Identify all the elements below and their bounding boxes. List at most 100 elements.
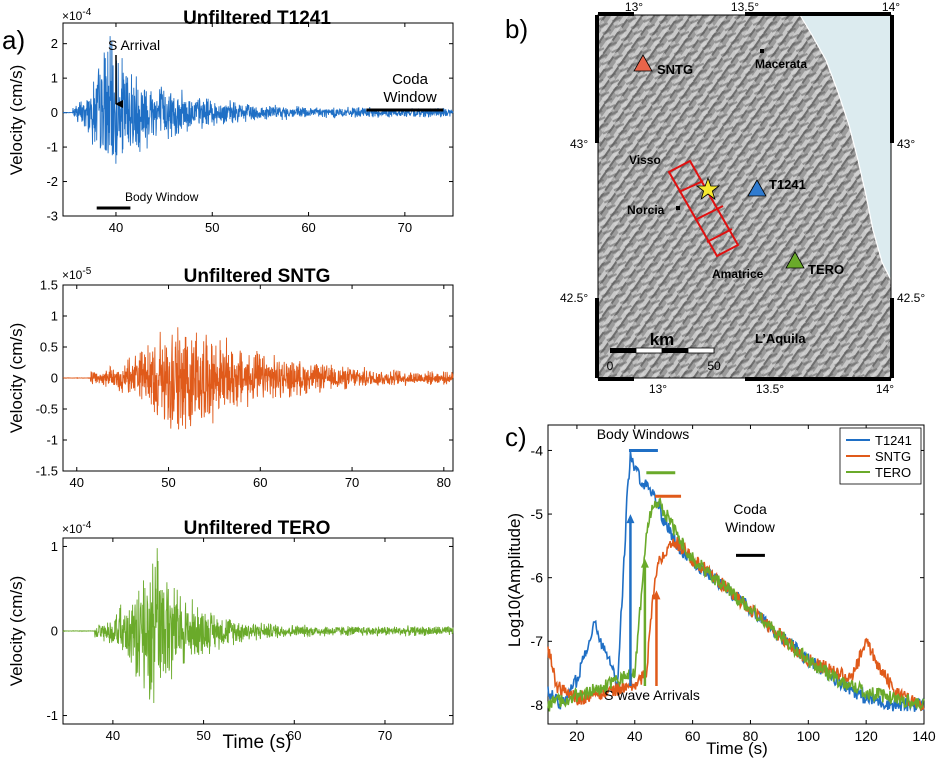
lon-label-14-bottom: 14° [876,382,894,396]
x-tick-label: 140 [912,728,936,744]
x-tick-label: 20 [569,728,585,744]
x-tick-label: 120 [854,728,878,744]
lat-label-425-right: 42.5° [897,291,925,305]
s-arrival-label: S Arrival [108,37,160,53]
x-tick-label: 80 [437,475,451,490]
legend-label-tero: TERO [875,465,911,480]
x-tick-label: 60 [301,220,315,235]
envelope-tero [547,497,925,712]
map-border-right-1 [890,15,894,143]
station-tero-label: TERO [808,262,844,277]
lat-label-43-right: 43° [897,137,915,151]
y-tick-label: 0 [51,624,58,639]
y-tick-label: 0 [51,371,58,386]
map-border-top-1 [598,12,634,16]
scale-bar: km 0 50 [607,330,721,373]
annotation-body-window: Body Window [96,190,199,210]
map-border-right-2 [890,298,894,378]
map-frame [597,14,892,379]
y-tick-label: -0.5 [36,402,58,417]
lat-label-425-left: 42.5° [560,291,588,305]
station-sntg-icon [633,54,653,72]
y-axis-label: Velocity (cm/s) [7,576,26,687]
legend-label-t1241: T1241 [875,433,912,448]
fault-polygon [667,159,740,258]
exponent-power: -4 [82,7,91,18]
y-ticks: -8 -7 -6 -5 -4 [531,442,924,713]
map-coastline [799,14,892,281]
x-tick-label: 60 [287,728,301,743]
coda-label-2: Window [725,519,776,535]
station-sntg-label: SNTG [657,62,693,77]
x-tick-label: 70 [345,475,359,490]
legend-label-sntg: SNTG [875,449,911,464]
scale-seg-3 [662,348,688,353]
x-tick-label: 40 [627,728,643,744]
exponent-label: ×10-5 [62,266,92,282]
plot-frame [547,424,925,725]
x-tick-label: 40 [109,220,123,235]
x-ticks: 40 50 60 70 80 [70,285,451,490]
map-border-bottom-1 [598,377,634,381]
lon-label-135-top: 13.5° [731,0,759,14]
lat-label-43-left: 43° [570,137,588,151]
town-norcia-label: Norcia [627,203,665,217]
x-tick-label: 50 [161,475,175,490]
town-macerata-marker [760,49,764,53]
y-tick-label: -3 [46,209,58,224]
waveform-tero [62,548,454,704]
epicenter-star [695,176,721,201]
exponent-label: ×10-4 [62,520,92,536]
chart-title: Unfiltered TERO [184,518,331,539]
scale-end: 50 [707,359,721,373]
y-tick-label: -5 [531,506,544,522]
y-tick-label: 1 [51,309,58,324]
y-axis-label: Velocity (cm/s) [7,65,26,176]
y-tick-label: 0.5 [40,340,58,355]
town-laquila-label: L’Aquila [755,331,806,346]
x-axis-label: Time (s) [706,739,768,758]
x-tick-label: 40 [106,728,120,743]
y-axis-label: Velocity (cm/s) [7,323,26,434]
station-t1241-icon [747,179,767,197]
chart-title: Unfiltered T1241 [183,8,331,29]
y-tick-label: 1 [51,539,58,554]
x-tick-label: 70 [378,728,392,743]
town-visso-label: Visso [629,153,661,167]
y-tick-label: -2 [46,174,58,189]
x-tick-label: 40 [70,475,84,490]
y-tick-label: -1 [46,433,58,448]
exponent-power: -5 [82,266,91,277]
exponent-label: ×10-4 [62,7,92,23]
exponent-base: ×10 [62,268,83,282]
panel-label-c: c) [505,422,527,452]
legend-frame [839,427,922,485]
annotation-coda-window: Coda Window [366,71,444,112]
legend: T1241 SNTG TERO [839,427,922,485]
body-window-label: Body Window [125,190,199,204]
arrival-arrowhead-t1241 [626,514,635,524]
y-tick-label: -4 [531,442,544,458]
x-tick-label: 60 [253,475,267,490]
arrival-arrows [626,514,661,686]
scale-seg-4 [687,347,715,354]
annotation-s-arrival: S Arrival [108,37,160,108]
x-ticks: 40 50 60 70 [109,23,412,235]
town-norcia-marker [676,206,680,210]
y-ticks: -1.5 -1 -0.5 0 0.5 1 1.5 [36,278,453,479]
y-tick-label: 1 [51,71,58,86]
map-border-bottom-2 [745,377,891,381]
scale-unit: km [650,330,675,349]
x-tick-label: 80 [743,728,759,744]
chart-title: Unfiltered SNTG [184,266,331,287]
coda-label-1: Coda [733,501,767,517]
s-wave-arrivals-label: S wave Arrivals [604,687,700,703]
lon-label-14-top: 14° [882,0,900,14]
map-border-left-1 [595,15,599,143]
chart-tero: Unfiltered TERO ×10-4 Velocity (cm/s) Ti… [7,518,454,753]
panel-label-a: a) [2,25,25,55]
arrival-arrowhead-sntg [652,590,661,600]
coda-label-2: Window [383,89,437,106]
x-ticks: 40 50 60 70 [106,538,392,743]
y-tick-label: -1 [46,140,58,155]
